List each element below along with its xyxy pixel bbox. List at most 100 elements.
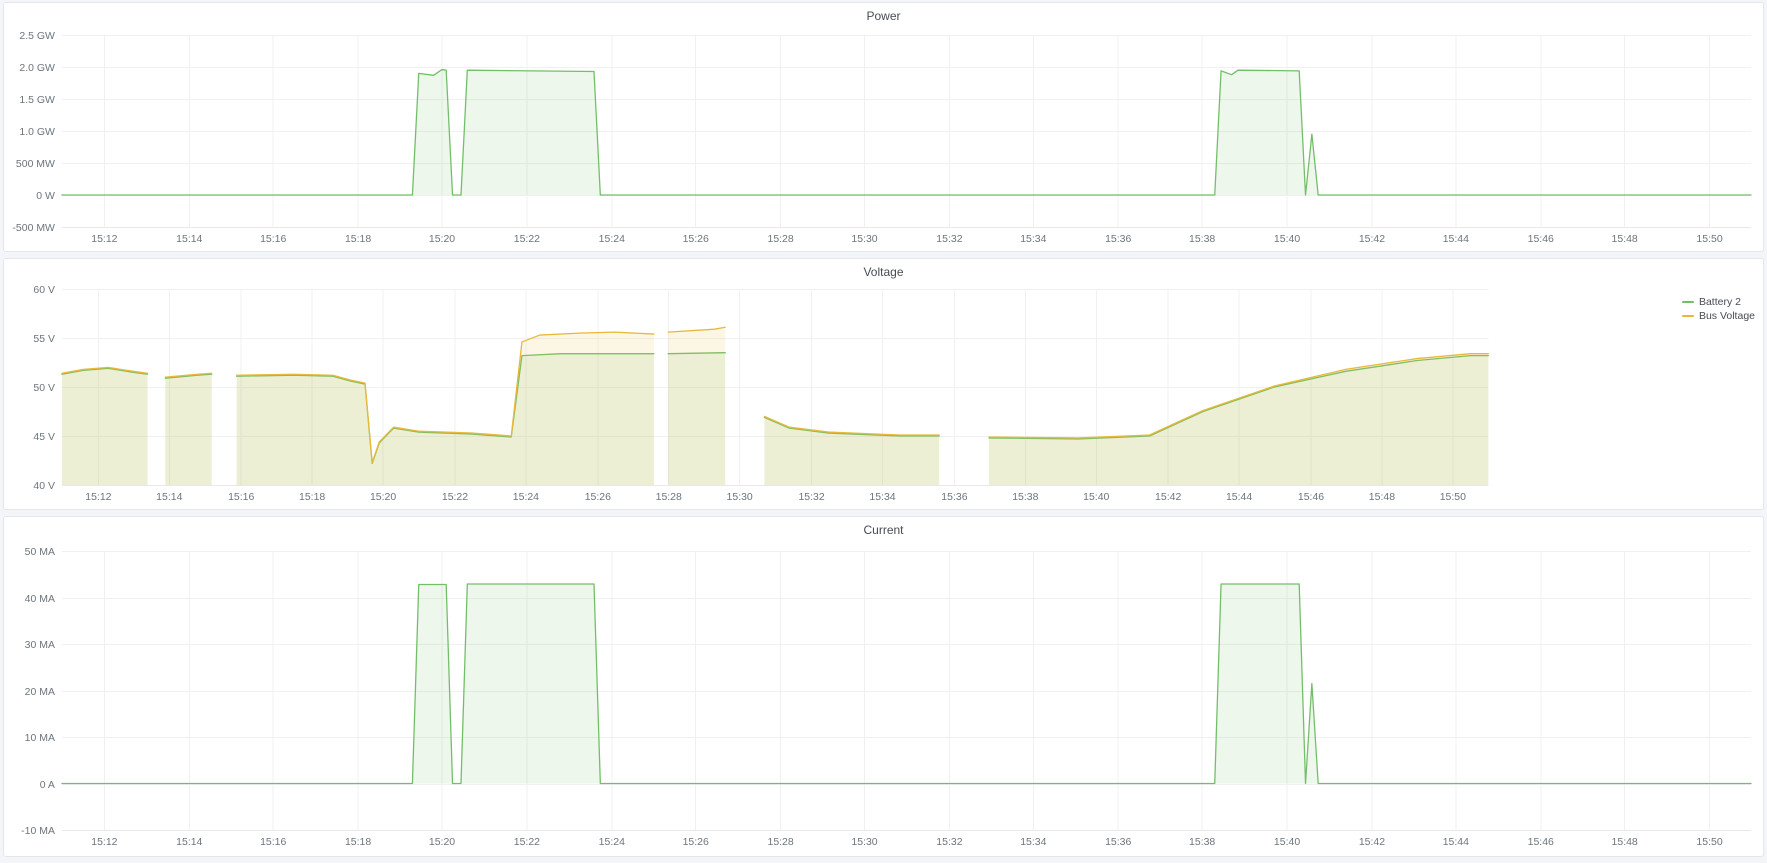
x-axis-tick-label: 15:22 xyxy=(514,234,540,245)
series-line-current xyxy=(61,583,1752,785)
x-axis-tick-label: 15:32 xyxy=(936,234,962,245)
legend-item-bus-voltage[interactable]: Bus Voltage xyxy=(1681,309,1755,323)
x-axis-tick-label: 15:38 xyxy=(1189,837,1215,848)
x-axis-tick-label: 15:20 xyxy=(429,234,455,245)
legend-label-battery-2: Battery 2 xyxy=(1698,296,1741,308)
series-area-battery-2 xyxy=(764,417,940,485)
x-axis-tick-label: 15:32 xyxy=(936,837,962,848)
plot-area-current[interactable]: 50 MA 40 MA 30 MA 20 MA 10 MA 0 A -10 MA 15:12 1… xyxy=(4,537,1763,856)
y-axis-tick-label: 60 V xyxy=(33,285,55,296)
voltage-legend: Battery 2 Bus Voltage xyxy=(1681,295,1755,323)
x-axis-tick-label: 15:12 xyxy=(85,492,111,503)
x-axis-tick-label: 15:18 xyxy=(299,492,325,503)
x-axis-tick-label: 15:48 xyxy=(1612,837,1638,848)
x-axis-tick-label: 15:44 xyxy=(1443,837,1469,848)
y-axis-tick-label: 50 MA xyxy=(25,547,55,558)
x-axis-tick-label: 15:50 xyxy=(1696,837,1722,848)
panel-current[interactable]: Current 50 MA 40 MA 30 MA 20 MA 10 MA 0 A -10 … xyxy=(3,516,1764,857)
y-axis-tick-label: 0 W xyxy=(36,191,55,202)
panel-title-current: Current xyxy=(863,523,904,537)
x-axis-tick-label: 15:20 xyxy=(370,492,396,503)
x-axis-tick-label: 15:42 xyxy=(1359,234,1385,245)
series-line-battery-2 xyxy=(164,373,213,379)
series-area-current xyxy=(61,584,1752,784)
y-axis-tick-label: 2.5 GW xyxy=(19,31,55,42)
x-axis-tick-label: 15:44 xyxy=(1226,492,1252,503)
x-axis-tick-label: 15:42 xyxy=(1359,837,1385,848)
series-line-battery-2 xyxy=(667,352,726,355)
x-axis-tick-label: 15:30 xyxy=(727,492,753,503)
series-area-bus-voltage xyxy=(165,373,212,485)
legend-swatch-bus-voltage xyxy=(1681,315,1694,317)
current-chart-svg: 50 MA 40 MA 30 MA 20 MA 10 MA 0 A -10 MA 15:12 1… xyxy=(21,547,1752,848)
x-axis-tick-label: 15:38 xyxy=(1189,234,1215,245)
plot-area-voltage[interactable]: 60 V 55 V 50 V 45 V 40 V 15:12 15:14 15:16 15:18… xyxy=(4,279,1763,509)
series-area-bus-voltage xyxy=(764,416,940,485)
x-axis-tick-label: 15:32 xyxy=(798,492,824,503)
y-axis-tick-label: 30 MA xyxy=(25,640,55,651)
x-axis-tick-label: 15:20 xyxy=(429,837,455,848)
x-axis-tick-label: 15:44 xyxy=(1443,234,1469,245)
legend-label-bus-voltage: Bus Voltage xyxy=(1698,310,1755,322)
x-axis-tick-label: 15:36 xyxy=(941,492,967,503)
series-line-battery-2 xyxy=(236,353,655,465)
x-axis-tick-label: 15:26 xyxy=(683,234,709,245)
y-axis-tick-label: -10 MA xyxy=(21,826,55,837)
x-axis-tick-label: 15:28 xyxy=(767,837,793,848)
series-area-battery-2 xyxy=(236,353,654,485)
series-line-battery-2 xyxy=(763,416,940,437)
x-axis-tick-label: 15:28 xyxy=(767,234,793,245)
panel-title-voltage: Voltage xyxy=(863,265,904,279)
series-area-bus-voltage xyxy=(668,327,726,485)
series-line-power xyxy=(61,68,1752,196)
x-axis-tick-label: 15:50 xyxy=(1440,492,1466,503)
y-axis-tick-label: 2.0 GW xyxy=(19,63,55,74)
y-axis-tick-label: 55 V xyxy=(33,334,55,345)
x-axis-tick-label: 15:48 xyxy=(1612,234,1638,245)
x-axis-tick-label: 15:34 xyxy=(1020,234,1046,245)
x-axis-tick-label: 15:48 xyxy=(1369,492,1395,503)
series-line-battery-2 xyxy=(988,354,1489,440)
panel-voltage[interactable]: Voltage 60 V 55 V 50 V 45 V 40 V 15:12 15:14 15… xyxy=(3,258,1764,510)
x-axis-tick-label: 15:22 xyxy=(514,837,540,848)
series-area-power xyxy=(61,69,1752,195)
x-axis-tick-label: 15:24 xyxy=(599,234,625,245)
y-axis-tick-label: 500 MW xyxy=(16,159,55,170)
x-axis-tick-label: 15:28 xyxy=(656,492,682,503)
series-line-bus-voltage xyxy=(61,366,149,374)
x-axis-tick-label: 15:40 xyxy=(1274,837,1300,848)
y-axis-tick-label: 20 MA xyxy=(25,687,55,698)
x-axis-tick-label: 15:46 xyxy=(1528,234,1554,245)
legend-swatch-battery-2 xyxy=(1681,301,1694,303)
x-axis-tick-label: 15:24 xyxy=(513,492,539,503)
plot-area-power[interactable]: 2.5 GW 2.0 GW 1.5 GW 1.0 GW 500 MW 0 W -500 MW… xyxy=(4,23,1763,251)
x-axis-tick-label: 15:24 xyxy=(599,837,625,848)
y-axis-tick-label: 10 MA xyxy=(25,733,55,744)
panel-power[interactable]: Power 2.5 GW 2.0 GW 1.5 GW 1.0 GW 500 MW 0 W -… xyxy=(3,2,1764,252)
legend-item-battery-2[interactable]: Battery 2 xyxy=(1681,295,1755,309)
y-axis-tick-label: 0 A xyxy=(40,780,55,791)
x-axis-tick-label: 15:16 xyxy=(260,837,286,848)
series-area-battery-2 xyxy=(668,352,726,485)
y-axis-tick-label: 40 V xyxy=(33,481,55,492)
series-area-battery-2 xyxy=(61,368,148,485)
series-area-battery-2 xyxy=(165,374,212,485)
x-axis-tick-label: 15:40 xyxy=(1083,492,1109,503)
x-axis-tick-label: 15:18 xyxy=(345,234,371,245)
x-axis-tick-label: 15:42 xyxy=(1155,492,1181,503)
y-axis-tick-label: 45 V xyxy=(33,432,55,443)
x-axis-tick-label: 15:38 xyxy=(1012,492,1038,503)
series-area-bus-voltage xyxy=(989,353,1489,485)
x-axis-tick-label: 15:12 xyxy=(91,837,117,848)
series-line-battery-2 xyxy=(61,367,149,375)
x-axis-tick-label: 15:14 xyxy=(156,492,182,503)
panel-title-power: Power xyxy=(866,9,901,23)
x-axis-tick-label: 15:12 xyxy=(91,234,117,245)
x-axis-tick-label: 15:16 xyxy=(228,492,254,503)
y-axis-tick-label: 1.5 GW xyxy=(19,95,55,106)
x-axis-tick-label: 15:26 xyxy=(683,837,709,848)
x-axis-tick-label: 15:34 xyxy=(869,492,895,503)
x-axis-tick-label: 15:46 xyxy=(1528,837,1554,848)
x-axis-tick-label: 15:14 xyxy=(176,234,202,245)
